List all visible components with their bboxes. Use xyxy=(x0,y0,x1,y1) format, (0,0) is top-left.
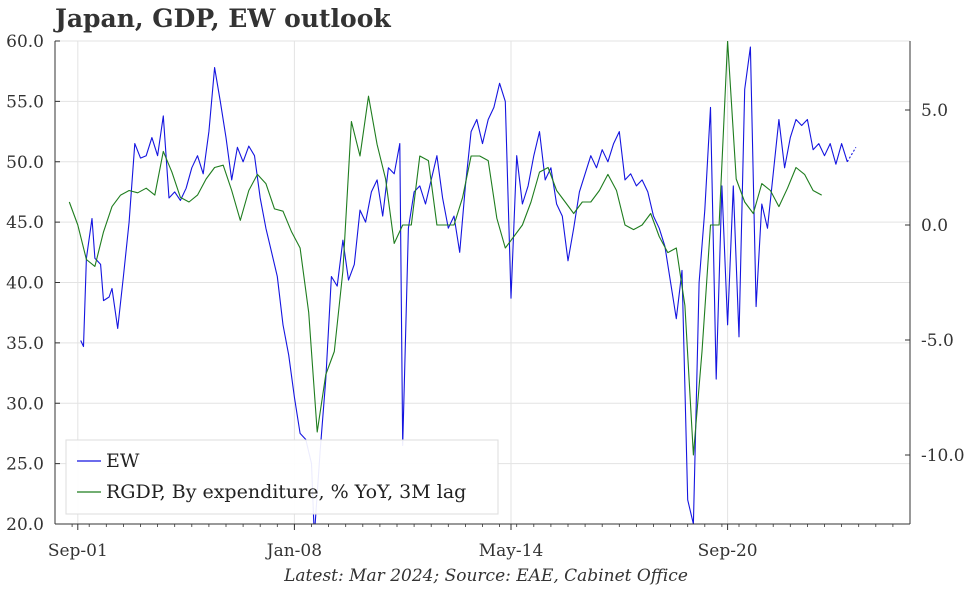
y-left-tick-label: 30.0 xyxy=(6,394,44,414)
y-left-tick-label: 40.0 xyxy=(6,274,44,294)
legend-label-ew: EW xyxy=(106,450,140,472)
x-tick-label: May-14 xyxy=(479,541,544,561)
series-projection-ew xyxy=(846,147,857,163)
y-left-tick-label: 50.0 xyxy=(6,153,44,173)
y-right-tick-label: 5.0 xyxy=(921,101,948,121)
x-tick-label: Sep-01 xyxy=(48,541,108,561)
y-left-tick-label: 45.0 xyxy=(6,213,44,233)
y-left-tick-label: 25.0 xyxy=(6,455,44,475)
axes: 20.0 25.0 30.0 35.0 40.0 45.0 50.0 55.0 60.0 Sep-… xyxy=(6,32,964,561)
chart-title: Japan, GDP, EW outlook xyxy=(55,4,391,33)
y-left-tick-label: 20.0 xyxy=(6,515,44,535)
legend-label-rgdp: RGDP, By expenditure, % YoY, 3M lag xyxy=(106,481,466,503)
y-right-tick-label: 0.0 xyxy=(921,216,948,236)
series-line-rgdp xyxy=(68,41,822,456)
series-lines xyxy=(68,41,857,524)
series-line-ew xyxy=(80,46,848,524)
x-tick-label: Jan-08 xyxy=(265,541,322,561)
y-left-tick-label: 35.0 xyxy=(6,334,44,354)
y-right-tick-label: -10.0 xyxy=(921,446,965,466)
y-left-tick-label: 55.0 xyxy=(6,92,44,112)
y-left-tick-label: 60.0 xyxy=(6,32,44,52)
legend: EW RGDP, By expenditure, % YoY, 3M lag xyxy=(65,439,499,515)
chart-source-note: Latest: Mar 2024; Source: EAE, Cabinet O… xyxy=(284,566,688,586)
y-right-tick-label: -5.0 xyxy=(921,331,954,351)
legend-box xyxy=(65,439,499,515)
x-tick-label: Sep-20 xyxy=(698,541,758,561)
